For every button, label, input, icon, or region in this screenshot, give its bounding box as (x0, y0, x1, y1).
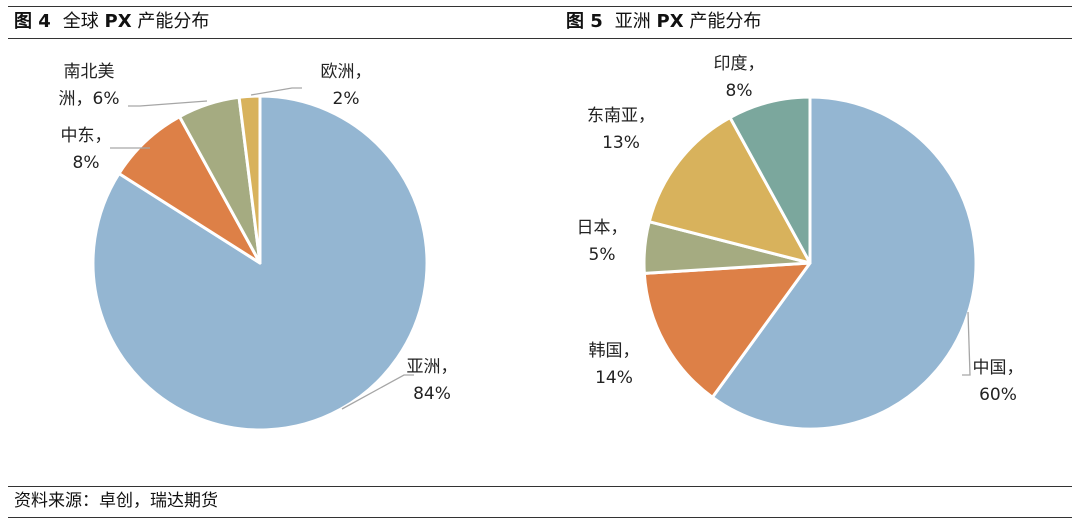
pie5-slice-4 (728, 95, 812, 265)
figure-4-title-post: 产能分布 (131, 11, 210, 32)
pie4-label-1: 中东， 8% (61, 126, 112, 173)
pie4-label-2: 南北美洲，6% (59, 62, 120, 109)
pie5-label-0: 中国， 60% (973, 358, 1024, 405)
figure-4-title-pre: 全球 (62, 11, 105, 32)
pie5-slice-1 (642, 261, 812, 399)
pie4-leader-line-0 (341, 374, 414, 410)
pie4-slice-3 (237, 94, 262, 265)
pie4-label-3: 欧洲， 2% (321, 62, 372, 109)
bottom-rule (8, 517, 1072, 518)
pie4-label-0: 亚洲， 84% (407, 357, 458, 404)
figure-5-title-pre: 亚洲 (614, 11, 657, 32)
source-rule (8, 486, 1072, 487)
figure-5-number: 图 5 (566, 11, 603, 32)
figure-5-title: 图 5 亚洲 PX 产能分布 (566, 9, 761, 35)
pie5-label-1: 韩国， 14% (589, 341, 640, 388)
top-rule (8, 6, 1072, 7)
pie5-leader-line-0 (962, 311, 971, 376)
pie5-slice-3 (647, 116, 812, 265)
figure-4-title-bold: PX (104, 11, 132, 32)
figure-5-title-bold: PX (656, 11, 684, 32)
pie5-label-3: 东南亚， 13% (587, 106, 655, 153)
figure-4-title: 图 4 全球 PX 产能分布 (14, 9, 209, 35)
figure-5-title-post: 产能分布 (683, 11, 762, 32)
pie4-leader-line-2 (128, 100, 208, 107)
source-note: 资料来源：卓创，瑞达期货 (14, 491, 218, 511)
figure-4-number: 图 4 (14, 11, 51, 32)
pie5-label-2: 日本， 5% (577, 218, 628, 265)
pie4-leader-line-3 (250, 87, 302, 96)
title-rule (8, 38, 1072, 39)
pie5-label-4: 印度， 8% (714, 54, 765, 101)
